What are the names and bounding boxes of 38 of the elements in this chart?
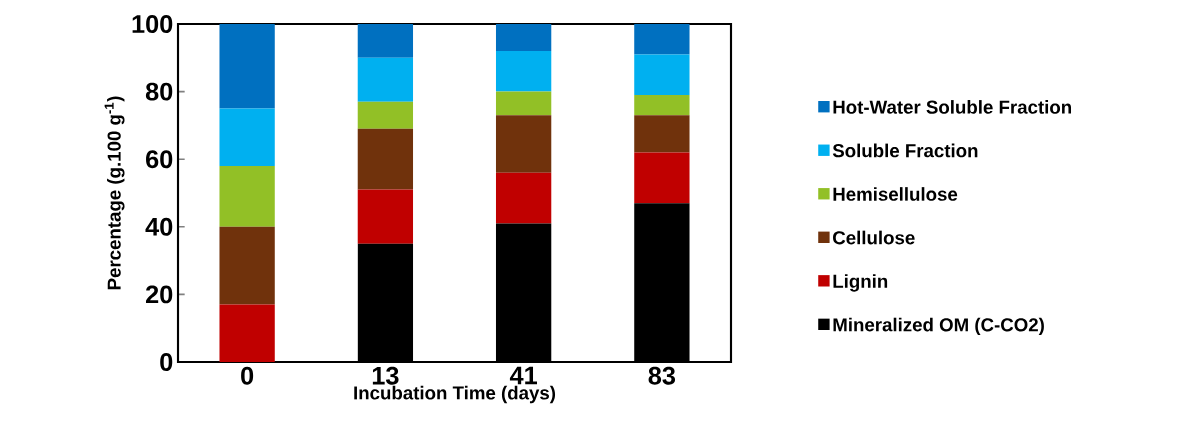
bar [357,24,414,58]
bar [634,54,690,95]
bar [219,108,275,166]
bar [634,94,690,116]
x-tick-label: 0 [241,366,254,385]
legend-label: Mineralized OM (C-CO2) [833,317,1044,336]
bar [357,128,414,190]
y-tick-label: 0 [160,353,173,371]
y-tick-label: 40 [145,217,173,236]
x-tick-label: 83 [648,366,676,385]
legend-label: Lignin [833,274,888,292]
y-tick-label: 80 [145,82,173,101]
bar [634,24,690,55]
bar [357,101,414,129]
bar [495,91,552,116]
bar [219,165,275,227]
bar [219,304,275,362]
bar [495,24,552,52]
x-tick-label: 41 [509,366,538,385]
legend-label: Soluble Fraction [832,143,978,158]
bar [495,51,552,92]
y-tick-label: 100 [132,15,173,33]
bar [495,172,552,224]
legend-label: Hemisellulose [833,187,958,201]
y-axis-title: Percentage (g.100 g$^{-1}$) [104,96,125,290]
bar [219,24,275,109]
bar [634,115,690,153]
bar [357,57,414,102]
bar [634,152,690,204]
x-axis-title: Incubation Time (days) [354,385,556,404]
bar [219,226,275,305]
legend-label: Hot-Water Soluble Fraction [833,100,1072,114]
y-tick-label: 20 [145,285,173,304]
y-tick-label: 60 [146,150,173,169]
legend-label: Cellulose [833,230,915,245]
bar [357,189,414,244]
x-tick-label: 13 [372,366,399,385]
bar [495,115,552,173]
